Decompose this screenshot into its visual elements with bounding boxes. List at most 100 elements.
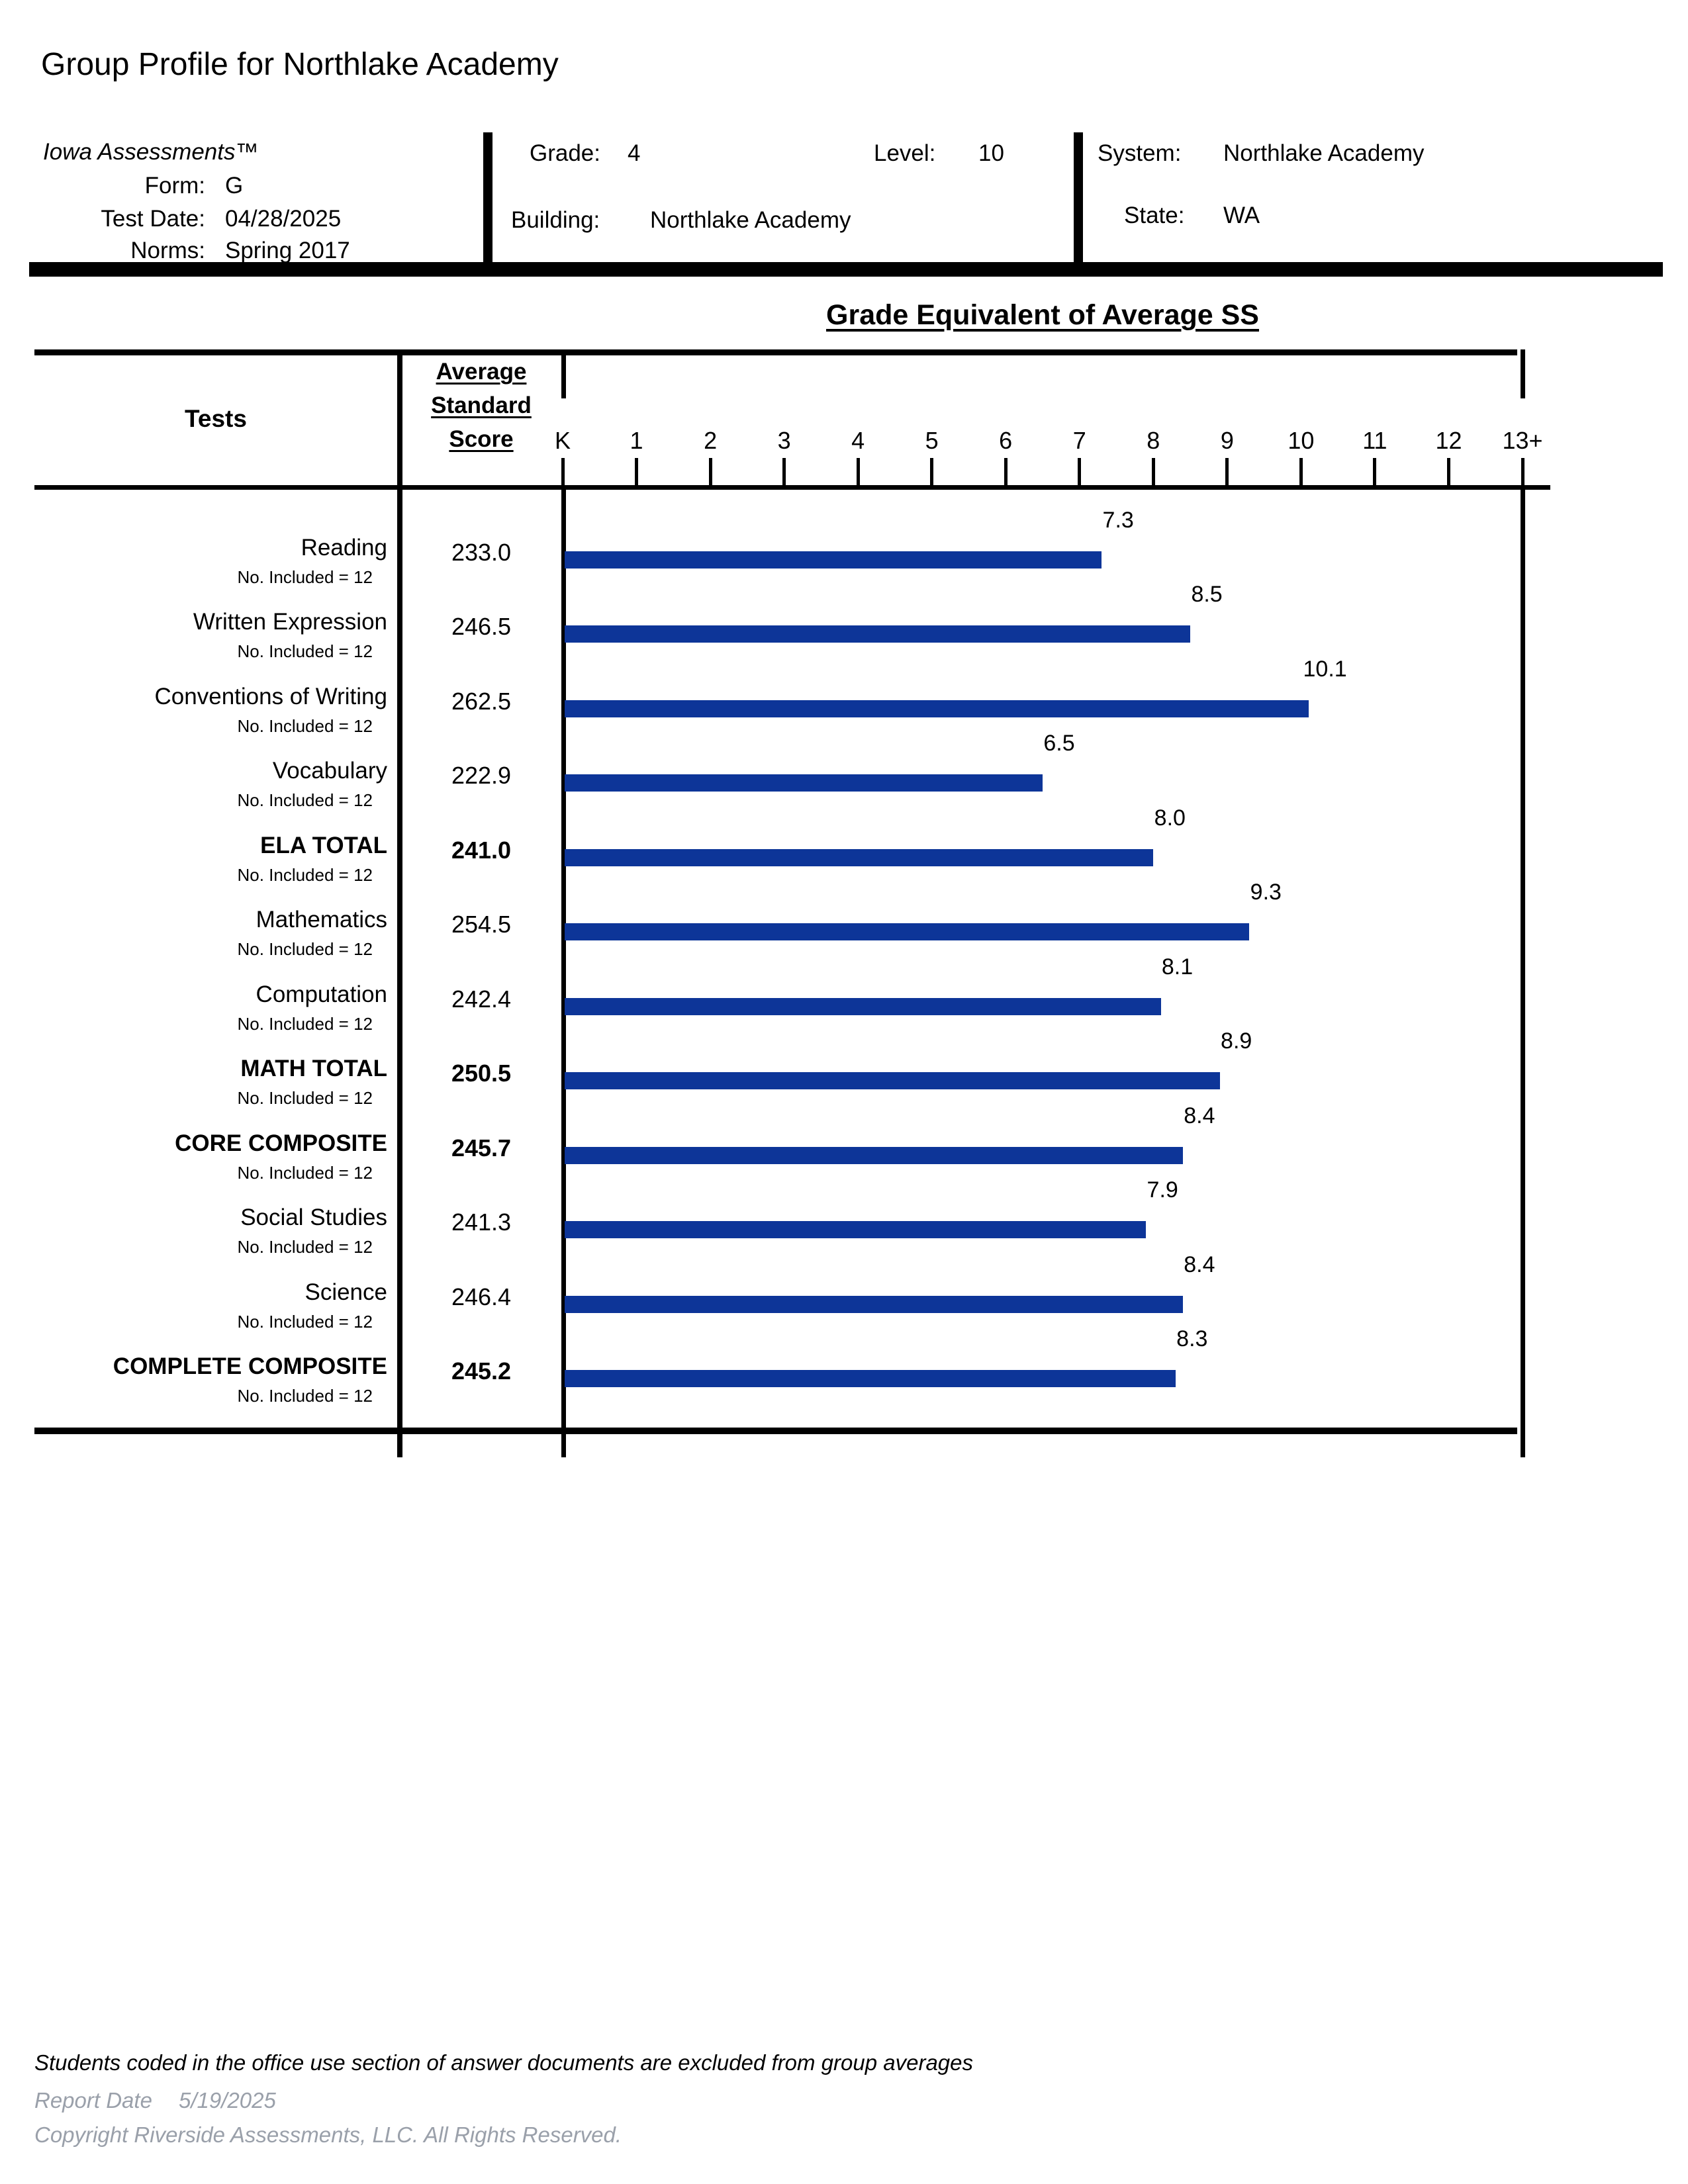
axis-tick <box>1373 458 1377 485</box>
no-included-note: No. Included = 12 <box>237 939 373 959</box>
test-name: MATH TOTAL <box>240 1056 387 1081</box>
average-standard-score: 241.3 <box>451 1208 512 1236</box>
grade-equivalent-bar <box>565 625 1191 643</box>
axis-tick <box>1225 458 1229 485</box>
grade-equivalent-value: 8.1 <box>1161 954 1194 979</box>
average-standard-score: 246.5 <box>451 613 512 640</box>
header-divider-right <box>1074 132 1083 263</box>
score-column-header: Average Standard Score <box>431 359 532 452</box>
test-name: Written Expression <box>193 609 387 635</box>
grade-equivalent-value: 8.0 <box>1154 805 1186 831</box>
k-gridline <box>561 485 566 1457</box>
no-included-note: No. Included = 12 <box>237 715 373 736</box>
test-date-label: Test Date: <box>101 206 205 232</box>
product-name: Iowa Assessments™ <box>43 139 259 165</box>
grade-equivalent-value: 8.4 <box>1184 1251 1215 1277</box>
axis-tick <box>856 458 860 485</box>
no-included-note: No. Included = 12 <box>237 1237 373 1257</box>
axis-baseline <box>34 485 1550 490</box>
no-included-note: No. Included = 12 <box>237 1386 373 1406</box>
axis-tick <box>708 458 712 485</box>
form-label: Form: <box>144 173 205 199</box>
axis-tick-label: K <box>554 427 571 454</box>
state-label: State: <box>1124 203 1185 228</box>
report-date-label: Report Date <box>34 2088 152 2113</box>
right-gridline <box>1521 485 1525 1457</box>
building-label: Building: <box>511 207 600 233</box>
test-date-value: 04/28/2025 <box>225 206 342 232</box>
grade-equivalent-value: 9.3 <box>1250 880 1282 905</box>
grade-equivalent-value: 7.3 <box>1102 507 1134 533</box>
axis-tick-label: 3 <box>777 427 791 454</box>
grade-equivalent-bar <box>565 1370 1176 1387</box>
no-included-note: No. Included = 12 <box>237 1311 373 1332</box>
axis-tick-label: 13+ <box>1502 427 1543 454</box>
header-divider-left <box>483 132 492 263</box>
axis-tick <box>1299 458 1303 485</box>
k-gridline-top-stub <box>561 349 566 398</box>
axis-tick-label: 6 <box>999 427 1013 454</box>
grade-value: 4 <box>628 140 641 166</box>
grade-equivalent-bar <box>565 1295 1183 1313</box>
average-standard-score: 241.0 <box>451 836 512 864</box>
axis-tick-label: 5 <box>925 427 939 454</box>
grade-equivalent-value: 10.1 <box>1303 656 1347 682</box>
test-name: Science <box>305 1279 387 1305</box>
test-name: Social Studies <box>240 1205 387 1230</box>
copyright-notice: Copyright Riverside Assessments, LLC. Al… <box>34 2122 622 2147</box>
grade-equivalent-value: 7.9 <box>1147 1177 1178 1203</box>
tests-score-divider <box>397 349 402 1457</box>
average-standard-score: 242.4 <box>451 985 512 1013</box>
table-top-rule <box>34 349 1517 355</box>
average-standard-score: 246.4 <box>451 1283 512 1310</box>
axis-tick <box>635 458 638 485</box>
right-gridline-top-stub <box>1521 349 1525 398</box>
form-value: G <box>225 173 244 199</box>
report-date-value: 5/19/2025 <box>179 2088 276 2113</box>
grade-equivalent-bar <box>565 923 1250 940</box>
axis-tick-label: 4 <box>851 427 865 454</box>
system-label: System: <box>1098 140 1182 166</box>
average-standard-score: 250.5 <box>451 1060 512 1087</box>
grade-equivalent-bar <box>565 700 1309 717</box>
axis-tick-label: 1 <box>630 427 643 454</box>
test-name: Computation <box>256 981 387 1007</box>
grade-label: Grade: <box>530 140 600 166</box>
axis-tick <box>1078 458 1082 485</box>
no-included-note: No. Included = 12 <box>237 1013 373 1034</box>
grade-equivalent-bar <box>565 848 1154 866</box>
exclusion-note: Students coded in the office use section… <box>34 2050 974 2075</box>
test-name: COMPLETE COMPOSITE <box>113 1353 387 1379</box>
no-included-note: No. Included = 12 <box>237 641 373 661</box>
average-standard-score: 245.2 <box>451 1357 512 1385</box>
average-standard-score: 222.9 <box>451 762 512 789</box>
grade-equivalent-bar <box>565 1072 1220 1089</box>
tests-column-header: Tests <box>185 405 247 432</box>
grade-equivalent-value: 8.9 <box>1221 1028 1252 1054</box>
no-included-note: No. Included = 12 <box>237 864 373 885</box>
building-value: Northlake Academy <box>650 207 851 233</box>
average-standard-score: 233.0 <box>451 538 512 566</box>
grade-equivalent-bar <box>565 774 1043 792</box>
norms-label: Norms: <box>130 238 205 263</box>
test-name: ELA TOTAL <box>260 832 387 858</box>
chart-title: Grade Equivalent of Average SS <box>826 299 1259 331</box>
grade-equivalent-bar <box>565 997 1161 1015</box>
header-bottom-rule <box>29 262 1663 277</box>
axis-tick-label: 7 <box>1072 427 1086 454</box>
grade-equivalent-bar <box>565 1146 1183 1164</box>
grade-equivalent-value: 8.5 <box>1191 582 1223 607</box>
test-name: CORE COMPOSITE <box>175 1130 387 1156</box>
test-name: Mathematics <box>256 907 387 933</box>
average-standard-score: 254.5 <box>451 911 512 938</box>
page-title: Group Profile for Northlake Academy <box>41 47 559 82</box>
axis-tick <box>782 458 786 485</box>
axis-tick-label: 8 <box>1147 427 1160 454</box>
level-value: 10 <box>978 140 1004 166</box>
grade-equivalent-value: 8.3 <box>1176 1326 1208 1351</box>
table-bottom-rule <box>34 1428 1517 1434</box>
no-included-note: No. Included = 12 <box>237 1162 373 1183</box>
no-included-note: No. Included = 12 <box>237 1088 373 1108</box>
test-name: Conventions of Writing <box>154 683 387 709</box>
axis-tick <box>930 458 934 485</box>
